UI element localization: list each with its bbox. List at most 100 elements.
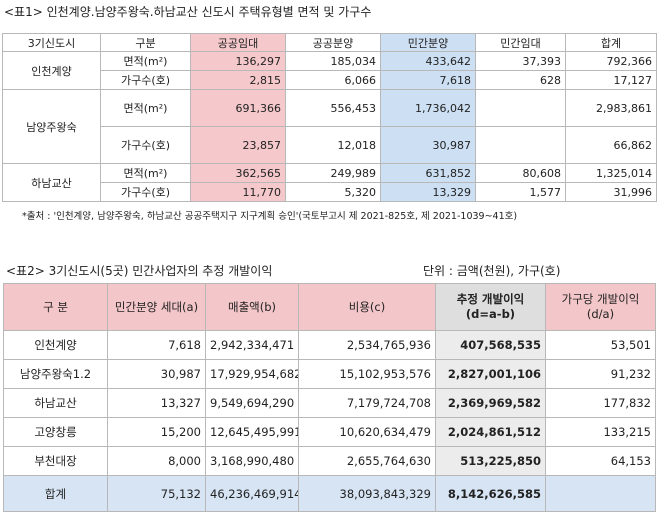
table1-title: <표1> 인천계양.남양주왕숙.하남교산 신도시 주택유형별 면적 및 가구수 bbox=[4, 5, 372, 19]
data-row: 합계 75,132 46,236,469,914 38,093,843,329 8,14… bbox=[3, 475, 656, 512]
cell: 9,549,694,290 bbox=[205, 388, 299, 418]
cell: 177,832 bbox=[545, 388, 656, 418]
cell: 3기신도시 bbox=[2, 33, 101, 52]
cell: 인천계양 bbox=[2, 51, 101, 90]
cell: 66,862 bbox=[565, 126, 657, 164]
cell: 91,232 bbox=[545, 359, 656, 389]
cell: 10,620,634,479 bbox=[298, 417, 436, 447]
cell: 8,142,626,585 bbox=[435, 475, 546, 512]
data-row: 부천대장 8,000 3,168,990,480 2,655,764,630 513,2… bbox=[3, 446, 656, 476]
cell: 민간분양 bbox=[380, 33, 476, 52]
header-row: 3기신도시 구분 공공임대 공공분양 민간분양 민간임대 합계 bbox=[2, 33, 657, 52]
cell: 면적(m²) bbox=[100, 51, 191, 71]
cell: 1,325,014 bbox=[565, 163, 657, 183]
cell: 13,327 bbox=[107, 388, 206, 418]
cell: 7,618 bbox=[380, 70, 476, 90]
data-row: 인천계양 7,618 2,942,334,471 2,534,765,936 407,5… bbox=[3, 330, 656, 360]
cell: 15,102,953,576 bbox=[298, 359, 436, 389]
cell: 362,565 bbox=[190, 163, 286, 183]
cell: 1,736,042 bbox=[380, 89, 476, 127]
cell: 249,989 bbox=[285, 163, 381, 183]
cell: 민간임대 bbox=[475, 33, 566, 52]
header-row: 구 분 민간분양 세대(a) 매출액(b) 비용(c) 추정 개발이익(d=a-b) 가구… bbox=[3, 283, 656, 331]
cell: 407,568,535 bbox=[435, 330, 546, 360]
cell: 12,645,495,991 bbox=[205, 417, 299, 447]
cell: 가구수(호) bbox=[100, 70, 191, 90]
cell: 남양주왕숙 bbox=[2, 89, 101, 164]
cell bbox=[545, 475, 656, 512]
data-row: 하남교산 13,327 9,549,694,290 7,179,724,708 2,36… bbox=[3, 388, 656, 418]
cell: 2,655,764,630 bbox=[298, 446, 436, 476]
table1-footnote: *출처 : '인천계양, 남양주왕숙, 하남교산 공공주택지구 지구계획 승인'… bbox=[22, 211, 518, 222]
table2: 구 분 민간분양 세대(a) 매출액(b) 비용(c) 추정 개발이익(d=a-b) 가구… bbox=[3, 283, 656, 512]
cell: 17,127 bbox=[565, 70, 657, 90]
cell: 80,608 bbox=[475, 163, 566, 183]
data-row: 인천계양 면적(m²) 136,297 185,034 433,642 37,393 792… bbox=[2, 51, 657, 90]
cell: 공공분양 bbox=[285, 33, 381, 52]
cell: 37,393 bbox=[475, 51, 566, 71]
cell: 2,024,861,512 bbox=[435, 417, 546, 447]
cell: 하남교산 bbox=[3, 388, 108, 418]
cell: 가구수(호) bbox=[100, 126, 191, 164]
cell: 31,996 bbox=[565, 182, 657, 202]
cell: 30,987 bbox=[380, 126, 476, 164]
cell bbox=[475, 89, 566, 127]
cell: 구분 bbox=[100, 33, 191, 52]
cell: 8,000 bbox=[107, 446, 206, 476]
cell: 가구당 개발이익(d/a) bbox=[545, 283, 656, 331]
cell: 2,815 bbox=[190, 70, 286, 90]
data-row: 하남교산 면적(m²) 362,565 249,989 631,852 80,608 1,3… bbox=[2, 163, 657, 202]
cell: 433,642 bbox=[380, 51, 476, 71]
cell: 하남교산 bbox=[2, 163, 101, 202]
cell: 30,987 bbox=[107, 359, 206, 389]
cell: 2,827,001,106 bbox=[435, 359, 546, 389]
cell: 공공임대 bbox=[190, 33, 286, 52]
cell bbox=[475, 126, 566, 164]
cell: 185,034 bbox=[285, 51, 381, 71]
table2-title: <표2> 3기신도시(5곳) 민간사업자의 추정 개발이익 bbox=[6, 264, 273, 278]
cell: 136,297 bbox=[190, 51, 286, 71]
cell: 2,534,765,936 bbox=[298, 330, 436, 360]
cell: 64,153 bbox=[545, 446, 656, 476]
cell: 556,453 bbox=[285, 89, 381, 127]
data-row: 가구수(호) 11,770 5,320 13,329 1,577 31,996 bbox=[3, 182, 657, 202]
cell: 631,852 bbox=[380, 163, 476, 183]
cell: 비용(c) bbox=[298, 283, 436, 331]
cell: 3,168,990,480 bbox=[205, 446, 299, 476]
cell: 13,329 bbox=[380, 182, 476, 202]
table1: 3기신도시 구분 공공임대 공공분양 민간분양 민간임대 합계 인천계양 면적(m²) 136,2… bbox=[2, 33, 657, 202]
cell: 53,501 bbox=[545, 330, 656, 360]
cell: 남양주왕숙1.2 bbox=[3, 359, 108, 389]
data-row: 고양창릉 15,200 12,645,495,991 10,620,634,479 2,… bbox=[3, 417, 656, 447]
cell: 23,857 bbox=[190, 126, 286, 164]
cell: 6,066 bbox=[285, 70, 381, 90]
cell: 2,942,334,471 bbox=[205, 330, 299, 360]
cell: 46,236,469,914 bbox=[205, 475, 299, 512]
cell: 133,215 bbox=[545, 417, 656, 447]
cell: 추정 개발이익(d=a-b) bbox=[435, 283, 546, 331]
cell: 7,618 bbox=[107, 330, 206, 360]
cell: 2,369,969,582 bbox=[435, 388, 546, 418]
data-row: 남양주왕숙 면적(m²) 691,366 556,453 1,736,042 2,983,… bbox=[2, 89, 657, 164]
cell: 면적(m²) bbox=[100, 89, 191, 127]
cell: 1,577 bbox=[475, 182, 566, 202]
cell: 792,366 bbox=[565, 51, 657, 71]
cell: 513,225,850 bbox=[435, 446, 546, 476]
cell: 면적(m²) bbox=[100, 163, 191, 183]
cell: 12,018 bbox=[285, 126, 381, 164]
cell: 7,179,724,708 bbox=[298, 388, 436, 418]
cell: 11,770 bbox=[190, 182, 286, 202]
cell: 2,983,861 bbox=[565, 89, 657, 127]
cell: 75,132 bbox=[107, 475, 206, 512]
cell: 합계 bbox=[3, 475, 108, 512]
cell: 구 분 bbox=[3, 283, 108, 331]
cell: 691,366 bbox=[190, 89, 286, 127]
cell: 인천계양 bbox=[3, 330, 108, 360]
cell: 민간분양 세대(a) bbox=[107, 283, 206, 331]
cell: 매출액(b) bbox=[205, 283, 299, 331]
cell: 17,929,954,682 bbox=[205, 359, 299, 389]
cell: 628 bbox=[475, 70, 566, 90]
cell: 15,200 bbox=[107, 417, 206, 447]
cell: 고양창릉 bbox=[3, 417, 108, 447]
